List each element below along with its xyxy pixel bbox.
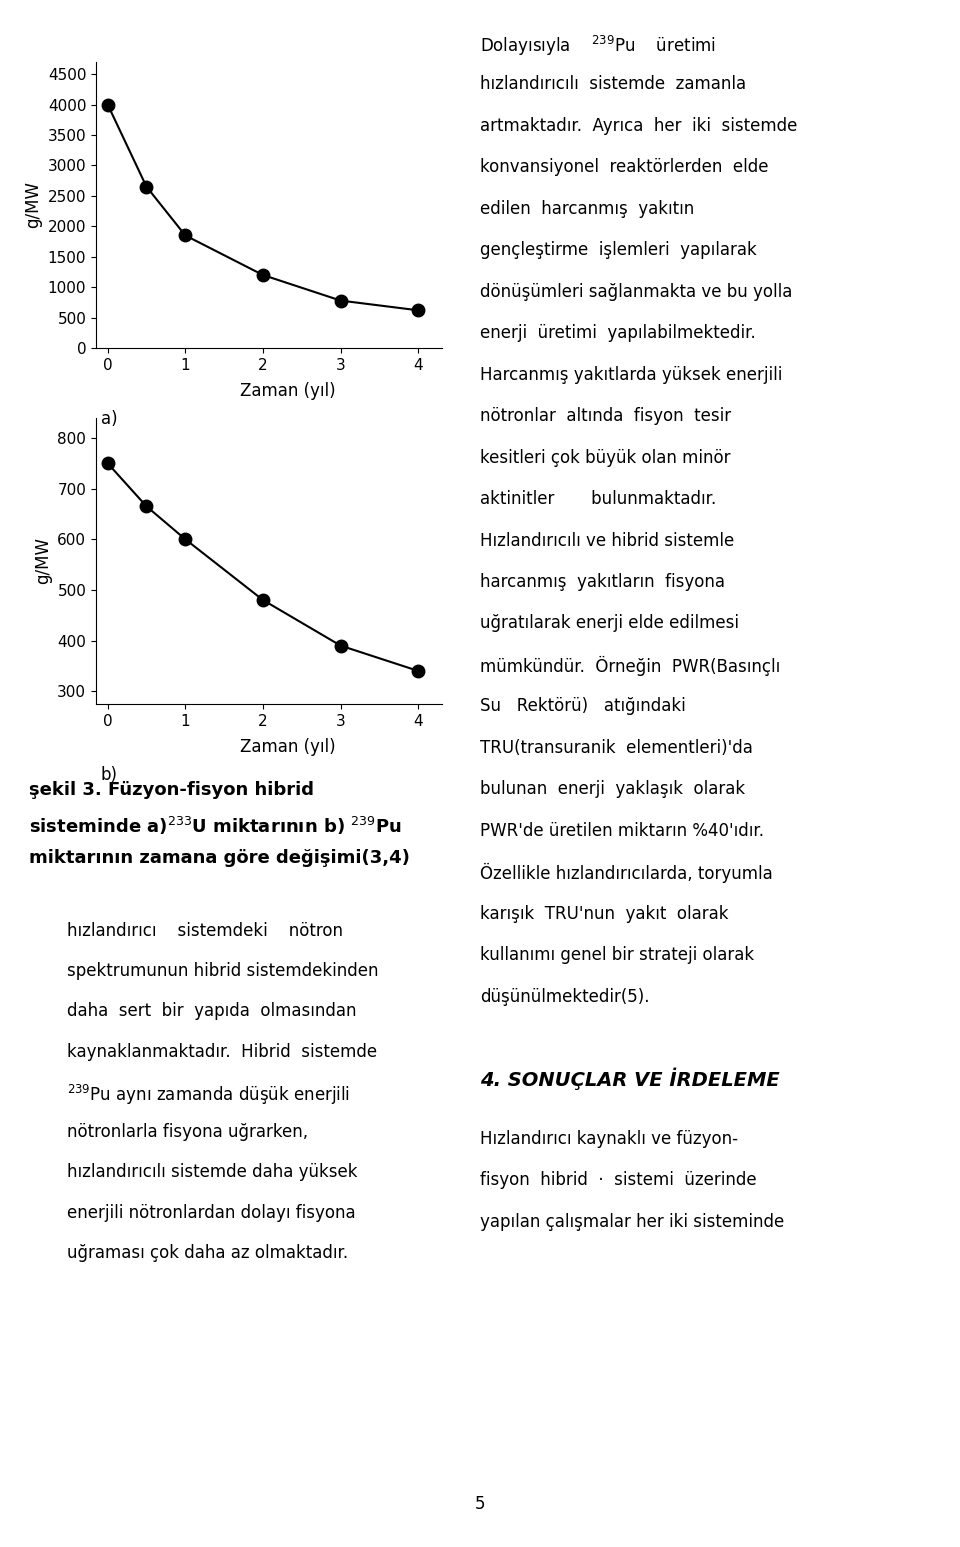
Text: kaynaklanmaktadır.  Hibrid  sistemde: kaynaklanmaktadır. Hibrid sistemde — [67, 1043, 377, 1061]
Text: uğraması çok daha az olmaktadır.: uğraması çok daha az olmaktadır. — [67, 1244, 348, 1262]
Text: şekil 3. Füzyon-fisyon hibrid: şekil 3. Füzyon-fisyon hibrid — [29, 781, 314, 800]
Text: Harcanmış yakıtlarda yüksek enerjili: Harcanmış yakıtlarda yüksek enerjili — [480, 365, 782, 384]
Text: sisteminde a)$^{233}$U miktarının b) $^{239}$Pu: sisteminde a)$^{233}$U miktarının b) $^{… — [29, 815, 401, 837]
Text: b): b) — [101, 766, 118, 784]
Text: yapılan çalışmalar her iki sisteminde: yapılan çalışmalar her iki sisteminde — [480, 1213, 784, 1230]
Text: düşünülmektedir(5).: düşünülmektedir(5). — [480, 987, 650, 1006]
Text: $^{239}$Pu aynı zamanda düşük enerjili: $^{239}$Pu aynı zamanda düşük enerjili — [67, 1083, 350, 1108]
Text: kullanımı genel bir strateji olarak: kullanımı genel bir strateji olarak — [480, 947, 755, 964]
Text: miktarının zamana göre değişimi(3,4): miktarının zamana göre değişimi(3,4) — [29, 849, 410, 868]
Text: TRU(transuranik  elementleri)'da: TRU(transuranik elementleri)'da — [480, 739, 753, 756]
Text: edilen  harcanmış  yakıtın: edilen harcanmış yakıtın — [480, 200, 694, 218]
Text: uğratılarak enerji elde edilmesi: uğratılarak enerji elde edilmesi — [480, 614, 739, 633]
Text: dönüşümleri sağlanmakta ve bu yolla: dönüşümleri sağlanmakta ve bu yolla — [480, 283, 792, 300]
Text: Hızlandırıcı kaynaklı ve füzyon-: Hızlandırıcı kaynaklı ve füzyon- — [480, 1129, 738, 1148]
Text: daha  sert  bir  yapıda  olmasından: daha sert bir yapıda olmasından — [67, 1002, 357, 1021]
Text: enerjili nötronlardan dolayı fisyona: enerjili nötronlardan dolayı fisyona — [67, 1204, 356, 1222]
Text: aktinitler       bulunmaktadır.: aktinitler bulunmaktadır. — [480, 490, 716, 507]
Text: Su   Rektörü)   atığındaki: Su Rektörü) atığındaki — [480, 698, 685, 715]
Text: Zaman (yıl): Zaman (yıl) — [240, 382, 336, 401]
Text: spektrumunun hibrid sistemdekinden: spektrumunun hibrid sistemdekinden — [67, 962, 378, 981]
Text: nötronlar  altında  fisyon  tesir: nötronlar altında fisyon tesir — [480, 407, 732, 425]
Text: Hızlandırıcılı ve hibrid sistemle: Hızlandırıcılı ve hibrid sistemle — [480, 532, 734, 549]
Text: artmaktadır.  Ayrıca  her  iki  sistemde: artmaktadır. Ayrıca her iki sistemde — [480, 118, 798, 135]
Text: a): a) — [101, 410, 117, 429]
Text: konvansiyonel  reaktörlerden  elde: konvansiyonel reaktörlerden elde — [480, 158, 769, 176]
Text: hızlandırıcılı  sistemde  zamanla: hızlandırıcılı sistemde zamanla — [480, 76, 746, 93]
Text: harcanmış  yakıtların  fisyona: harcanmış yakıtların fisyona — [480, 572, 725, 591]
Text: fisyon  hibrid  ·  sistemi  üzerinde: fisyon hibrid · sistemi üzerinde — [480, 1171, 756, 1190]
Text: bulunan  enerji  yaklaşık  olarak: bulunan enerji yaklaşık olarak — [480, 780, 745, 798]
Text: Zaman (yıl): Zaman (yıl) — [240, 738, 336, 756]
Y-axis label: g/MW: g/MW — [24, 181, 42, 229]
Text: gençleştirme  işlemleri  yapılarak: gençleştirme işlemleri yapılarak — [480, 241, 756, 260]
Text: hızlandırıcı    sistemdeki    nötron: hızlandırıcı sistemdeki nötron — [67, 922, 344, 941]
Text: kesitleri çok büyük olan minör: kesitleri çok büyük olan minör — [480, 449, 731, 467]
Text: 5: 5 — [475, 1494, 485, 1513]
Text: Dolayısıyla    $^{239}$Pu    üretimi: Dolayısıyla $^{239}$Pu üretimi — [480, 34, 716, 59]
Text: karışık  TRU'nun  yakıt  olarak: karışık TRU'nun yakıt olarak — [480, 905, 729, 922]
Text: nötronlarla fisyona uğrarken,: nötronlarla fisyona uğrarken, — [67, 1123, 308, 1142]
Text: mümkündür.  Örneğin  PWR(Basınçlı: mümkündür. Örneğin PWR(Basınçlı — [480, 656, 780, 676]
Y-axis label: g/MW: g/MW — [34, 537, 52, 585]
Text: hızlandırıcılı sistemde daha yüksek: hızlandırıcılı sistemde daha yüksek — [67, 1163, 358, 1182]
Text: 4. SONUÇLAR VE İRDELEME: 4. SONUÇLAR VE İRDELEME — [480, 1067, 780, 1091]
Text: PWR'de üretilen miktarın %40'ıdır.: PWR'de üretilen miktarın %40'ıdır. — [480, 821, 764, 840]
Text: Özellikle hızlandırıcılarda, toryumla: Özellikle hızlandırıcılarda, toryumla — [480, 863, 773, 883]
Text: enerji  üretimi  yapılabilmektedir.: enerji üretimi yapılabilmektedir. — [480, 325, 756, 342]
